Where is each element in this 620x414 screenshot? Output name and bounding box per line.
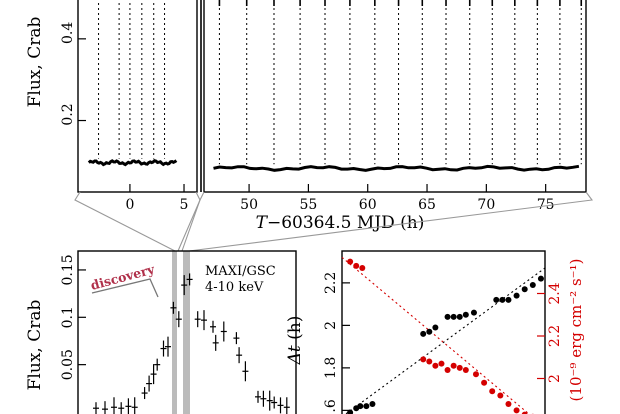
- bl-y-tick-label-1: 0.1: [60, 306, 76, 328]
- br-series0-point-6: [426, 328, 433, 335]
- left-persistent-curve: [87, 159, 178, 167]
- br-left-y-axis-label: Δt (h): [285, 316, 305, 366]
- right-x-tick-label-1: 55: [299, 197, 317, 213]
- right-x-tick-label-0: 50: [240, 197, 258, 213]
- bl-axes-frame: [77, 250, 297, 414]
- br-series1-point-4: [426, 358, 433, 365]
- br-series1-point-0: [347, 258, 354, 265]
- br-series1-point-14: [497, 392, 504, 399]
- br-left-y-ticks: 1.6 1.8 2 2.2: [323, 272, 350, 414]
- br-right-y-tick-label-0: 2: [547, 374, 563, 383]
- top-panel: 0.2 0.4 0 5 50 55 60 65 70 75 Flux, Crab T−60364…: [25, 0, 587, 233]
- br-series1-point-6: [438, 360, 445, 367]
- band-label: 4-10 keV: [205, 280, 264, 295]
- br-series1-point-1: [353, 262, 360, 269]
- br-series0-point-14: [499, 296, 506, 303]
- br-black-trend-line: [344, 267, 546, 414]
- br-series1-point-8: [450, 362, 457, 369]
- br-series1-point-16: [513, 407, 520, 414]
- bl-y-tick-label-2: 0.15: [60, 254, 76, 285]
- br-right-y-tick-label-2: 2.4: [547, 282, 563, 304]
- left-x-tick-label-0: 0: [125, 197, 134, 213]
- br-trend-lines: [341, 256, 546, 414]
- br-axes-frame: [341, 250, 546, 414]
- br-series1-point-13: [489, 388, 496, 395]
- left-x-tick-label-1: 5: [180, 197, 189, 213]
- br-series0-point-4: [369, 401, 376, 407]
- top-x-axis-label: T−60364.5 MJD (h): [256, 213, 425, 233]
- br-series1-point-11: [472, 371, 479, 378]
- top-y-axis-label: Flux, Crab: [25, 17, 45, 108]
- br-series0-point-17: [521, 286, 528, 293]
- br-series0-point-7: [432, 324, 439, 331]
- br-red-trend-line: [341, 256, 530, 414]
- discovery-label: discovery: [89, 261, 157, 293]
- bl-y-ticks: 0.05 0.1 0.15: [60, 254, 86, 380]
- br-series0-point-13: [493, 296, 500, 303]
- bl-y-axis-label: Flux, Crab: [25, 300, 45, 391]
- left-burst-markers: [98, 0, 166, 159]
- right-burst-markers: [218, 0, 583, 165]
- br-series0-point-18: [529, 282, 536, 288]
- br-data-points: [347, 258, 544, 414]
- right-axes-frame: [203, 0, 587, 193]
- right-x-tick-label-3: 65: [418, 197, 436, 213]
- bottom-left-panel: 0.050.10.15 discovery MAXI/GSC 4-10 keV …: [25, 250, 297, 414]
- br-series0-point-16: [513, 292, 520, 299]
- br-right-y-axis-label: (10⁻⁹ erg cm⁻² s⁻¹): [567, 259, 585, 402]
- br-series1-point-17: [521, 411, 528, 414]
- br-series0-point-11: [462, 311, 469, 318]
- br-series0-point-3: [363, 403, 370, 410]
- br-series1-point-9: [456, 364, 463, 371]
- left-persistent-line: [87, 159, 178, 167]
- right-persistent-curve: [213, 164, 580, 172]
- br-series1-point-5: [432, 362, 439, 369]
- right-x-tick-label-4: 70: [477, 197, 495, 213]
- right-x-tick-label-2: 60: [359, 197, 377, 213]
- br-series1-point-2: [359, 265, 366, 271]
- br-series0-point-8: [444, 313, 451, 320]
- br-left-y-tick-label-2: 2: [323, 321, 339, 330]
- right-x-tick-label-5: 75: [537, 197, 555, 213]
- left-axes-frame: [77, 0, 198, 193]
- br-right-y-tick-label-1: 2.2: [547, 325, 563, 347]
- br-series0-point-10: [456, 313, 463, 320]
- bl-data-points: [93, 273, 290, 414]
- top-y-ticks: 0.2 0.4: [60, 22, 86, 126]
- top-y-tick-label-0: 0.2: [60, 103, 76, 125]
- br-series0-point-15: [505, 296, 512, 303]
- right-persistent-line: [213, 164, 580, 172]
- bl-y-tick-label-0: 0.05: [60, 349, 76, 380]
- br-series0-point-12: [470, 309, 477, 316]
- instrument-label: MAXI/GSC: [205, 264, 276, 279]
- br-right-y-ticks: 2 2.2 2.4: [537, 282, 563, 383]
- br-series0-point-9: [450, 313, 457, 320]
- br-series1-point-15: [505, 401, 512, 407]
- br-left-y-tick-label-3: 2.2: [323, 272, 339, 294]
- zoom-connectors: [74, 191, 594, 252]
- highlight-band-2: [183, 251, 190, 414]
- br-left-y-tick-label-1: 1.8: [323, 357, 339, 379]
- top-y-tick-label-1: 0.4: [60, 22, 76, 44]
- bottom-right-panel: 1.6 1.8 2 2.2 2 2.2 2.4 Δt (h) (10⁻⁹ erg cm⁻²…: [285, 250, 585, 414]
- br-series1-point-10: [462, 367, 469, 373]
- br-series1-point-7: [444, 367, 451, 373]
- br-series1-point-12: [481, 379, 488, 386]
- br-series0-point-5: [420, 330, 427, 337]
- br-series1-point-3: [420, 356, 427, 363]
- highlight-band-1: [172, 251, 177, 414]
- top-x-ticks: 0 5 50 55 60 65 70 75: [125, 184, 555, 213]
- br-left-y-tick-label-0: 1.6: [323, 399, 339, 414]
- discovery-marker: discovery: [89, 261, 159, 298]
- br-series0-point-2: [357, 403, 364, 410]
- br-series0-point-19: [537, 275, 544, 282]
